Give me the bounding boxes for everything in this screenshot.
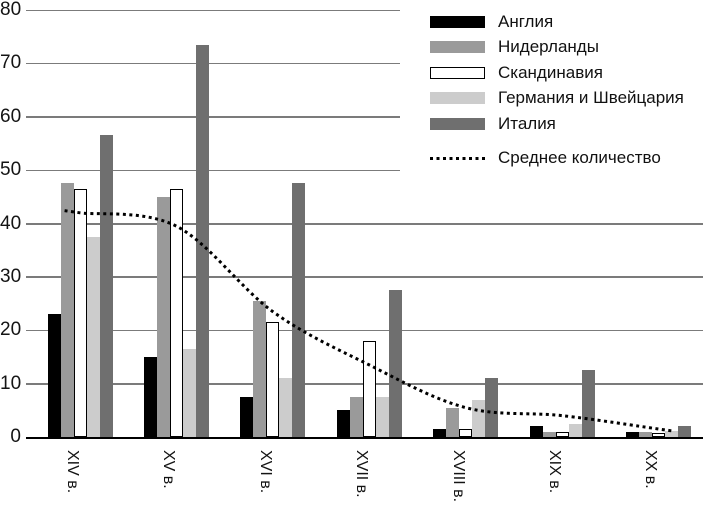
- x-axis-label: XX в.: [642, 450, 660, 489]
- gridline: [26, 276, 703, 278]
- legend-label: Скандинавия: [498, 62, 603, 82]
- bar-group: [240, 183, 306, 437]
- bar: [266, 322, 280, 437]
- bar: [664, 430, 678, 437]
- bar: [195, 44, 209, 437]
- bar: [349, 396, 363, 437]
- bar: [446, 407, 460, 437]
- y-axis-tick-label: 80: [0, 0, 22, 20]
- legend-item: Скандинавия: [430, 61, 603, 85]
- legend-label: Англия: [498, 12, 554, 31]
- legend-swatch-icon: [430, 16, 485, 28]
- legend-swatch-icon: [430, 92, 485, 105]
- bar: [651, 432, 665, 437]
- gridline: [26, 223, 703, 225]
- legend-swatch-icon: [430, 117, 485, 130]
- bar-group: [433, 378, 499, 437]
- bar: [60, 183, 74, 437]
- y-axis-tick-label: 0: [10, 426, 21, 447]
- gridline: [26, 62, 703, 65]
- x-axis-label: XIV в.: [64, 450, 81, 494]
- bar-group: [47, 135, 113, 437]
- y-axis-tick-label: 30: [0, 265, 22, 287]
- legend-item: Англия: [430, 10, 553, 34]
- legend-swatch-icon: [430, 66, 485, 79]
- bar-group: [143, 44, 209, 437]
- gridline: [26, 116, 703, 118]
- legend-label: Нидерланды: [498, 37, 599, 57]
- bar: [472, 399, 486, 437]
- bar: [336, 410, 350, 437]
- y-axis-tick-label: 50: [0, 159, 22, 181]
- bar: [253, 300, 267, 437]
- legend-item: Германия и Швейцария: [430, 86, 684, 110]
- bar: [143, 356, 157, 437]
- bar: [182, 348, 196, 437]
- bar: [99, 135, 113, 437]
- legend-label: Италия: [498, 113, 556, 133]
- bar: [375, 396, 389, 437]
- bar: [86, 236, 100, 437]
- bar: [485, 378, 499, 437]
- legend-item: Италия: [430, 112, 556, 136]
- plot-area: [26, 9, 703, 439]
- legend-item: Нидерланды: [430, 35, 599, 59]
- legend-swatch-icon: [430, 41, 485, 54]
- gridline: [26, 9, 703, 11]
- legend-item-average: Среднее количество: [430, 146, 661, 170]
- bar: [433, 429, 447, 437]
- bar: [459, 429, 473, 437]
- y-axis-tick-label: 10: [0, 372, 22, 394]
- legend-label: Среднее количество: [498, 148, 661, 167]
- x-axis-label: XVIII в.: [449, 450, 467, 503]
- bar: [388, 290, 402, 437]
- bar: [240, 396, 254, 437]
- x-axis-label: XVI в.: [256, 450, 274, 494]
- legend: Англия Нидерланды Скандинавия Германия и Шв…: [400, 0, 706, 175]
- bar: [581, 370, 595, 437]
- bar: [156, 196, 170, 437]
- y-axis-tick-label: 60: [0, 105, 22, 127]
- x-axis-label: XV в.: [160, 450, 178, 489]
- bar: [169, 188, 183, 437]
- bar: [625, 431, 639, 437]
- y-axis-tick-label: 20: [0, 319, 22, 341]
- bar: [677, 426, 691, 437]
- x-axis-label: XVII в.: [353, 450, 371, 498]
- bar-group: [336, 290, 402, 437]
- bar: [279, 378, 293, 437]
- bar: [542, 431, 556, 437]
- bar: [638, 431, 652, 437]
- bar-group: [625, 426, 691, 437]
- bar: [555, 431, 569, 437]
- bar: [529, 426, 543, 437]
- bar: [73, 188, 87, 437]
- bar: [292, 183, 306, 437]
- bar: [568, 423, 582, 437]
- y-axis-tick-label: 40: [0, 212, 22, 234]
- y-axis-tick-label: 70: [0, 52, 22, 74]
- bar: [362, 340, 376, 437]
- dotted-line-icon: [430, 156, 485, 160]
- legend-label: Германия и Швейцария: [498, 88, 684, 108]
- bar: [47, 314, 61, 437]
- gridline: [26, 169, 703, 172]
- bar-group: [529, 370, 595, 437]
- x-axis-label: XIX в.: [546, 450, 563, 494]
